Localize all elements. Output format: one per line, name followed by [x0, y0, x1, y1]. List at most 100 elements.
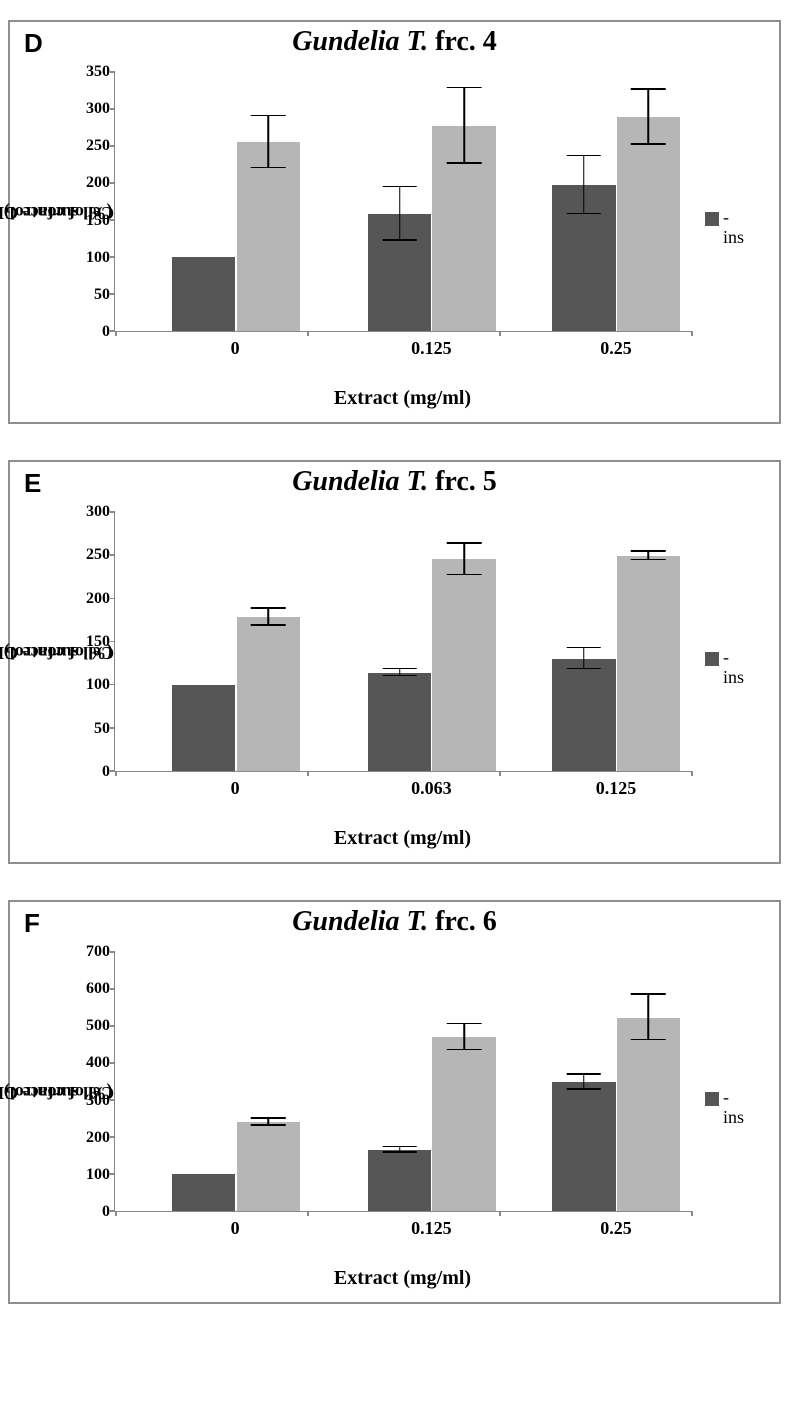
error-cap [447, 1023, 482, 1025]
error-bar [463, 88, 465, 163]
y-tick-mark [110, 1062, 115, 1064]
y-tick-mark [110, 988, 115, 990]
error-cap [251, 1124, 286, 1126]
bar [172, 685, 235, 771]
error-cap [251, 1117, 286, 1119]
error-bar [399, 187, 401, 240]
y-tick-mark [110, 293, 115, 295]
y-axis-label: Cell surface GLUT4myc(% of control) [12, 948, 66, 1236]
y-tick-mark [110, 219, 115, 221]
bar [552, 659, 615, 771]
legend-swatch [705, 1092, 719, 1106]
x-category-label: 0.125 [596, 778, 637, 799]
y-tick-mark [110, 1173, 115, 1175]
error-cap [382, 1151, 417, 1153]
bar [432, 1037, 495, 1211]
x-category-label: 0.125 [411, 338, 452, 359]
plot-area-wrap: 050100150200250300 00.0630.125 [114, 508, 691, 796]
error-bar [463, 544, 465, 575]
panel-D: D Gundelia T. frc. 4 Cell surface GLUT4m… [8, 20, 781, 424]
y-tick-mark [110, 641, 115, 643]
x-category-label: 0 [231, 778, 240, 799]
plot-area-E [114, 512, 691, 772]
y-ticks-E: 050100150200250300 [72, 512, 110, 772]
y-tick-label: 250 [72, 137, 110, 155]
y-tick-label: 300 [72, 1092, 110, 1110]
x-category-label: 0 [231, 1218, 240, 1239]
bar [617, 1018, 680, 1212]
bar [237, 142, 300, 331]
error-cap [567, 213, 602, 215]
chart-shell: Cell surface GLUT4myc(% of control) 0501… [18, 68, 771, 412]
legend: -ins [705, 648, 765, 688]
chart-shell: Cell surface GLUT4myc(% of control) 0501… [18, 508, 771, 852]
x-labels-F: 00.1250.25 [114, 1214, 691, 1238]
y-tick-mark [110, 71, 115, 73]
y-ticks-D: 050100150200250300350 [72, 72, 110, 332]
error-cap [382, 186, 417, 188]
error-bar [648, 995, 650, 1041]
panel-title-italic: Gundelia T. [292, 906, 428, 937]
bar [172, 1174, 235, 1211]
error-cap [567, 647, 602, 649]
y-ticks-F: 0100200300400500600700 [72, 952, 110, 1212]
legend-label: -ins [723, 648, 744, 688]
x-labels-E: 0 0.063 0.125 [114, 774, 691, 798]
y-tick-label: 400 [72, 1054, 110, 1072]
y-tick-label: 350 [72, 63, 110, 81]
legend-swatch [705, 212, 719, 226]
y-tick-label: 500 [72, 1017, 110, 1035]
panel-F: F Gundelia T. frc. 6 Cell surface GLUT4m… [8, 900, 781, 1304]
error-cap [251, 115, 286, 117]
x-category-label: 0.063 [411, 778, 452, 799]
x-axis-title: Extract (mg/ml) [114, 387, 691, 410]
error-cap [447, 574, 482, 576]
bar [617, 117, 680, 331]
y-tick-mark [110, 1025, 115, 1027]
error-cap [567, 668, 602, 670]
y-tick-label: 700 [72, 943, 110, 961]
y-tick-label: 100 [72, 1166, 110, 1184]
panel-title-rest: frc. 6 [428, 906, 497, 937]
bar [237, 1122, 300, 1211]
y-tick-mark [110, 145, 115, 147]
error-cap [631, 559, 666, 561]
y-tick-mark [110, 1099, 115, 1101]
error-cap [447, 1049, 482, 1051]
y-tick-label: 250 [72, 546, 110, 564]
y-axis-label-text: Cell surface GLUT4myc(% of control) [11, 558, 68, 746]
y-tick-label: 300 [72, 503, 110, 521]
y-axis-label-text: Cell surface GLUT4myc(% of control) [11, 118, 68, 306]
error-cap [447, 162, 482, 164]
plot-area-F [114, 952, 691, 1212]
x-labels-D: 00.1250.25 [114, 334, 691, 358]
y-tick-mark [110, 684, 115, 686]
error-bar [583, 648, 585, 669]
y-tick-mark [110, 598, 115, 600]
panel-title-rest: frc. 5 [428, 466, 497, 497]
y-tick-label: 100 [72, 249, 110, 267]
bar [172, 257, 235, 331]
x-axis-title: Extract (mg/ml) [114, 827, 691, 850]
x-tick-mark [691, 331, 693, 336]
error-cap [382, 239, 417, 241]
y-tick-mark [110, 951, 115, 953]
y-tick-label: 0 [72, 1203, 110, 1221]
bars-layer-F [115, 952, 691, 1211]
y-tick-label: 0 [72, 763, 110, 781]
error-cap [447, 542, 482, 544]
y-axis-label-text: Cell surface GLUT4myc(% of control) [11, 998, 68, 1186]
panel-title: Gundelia T. frc. 6 [10, 906, 779, 938]
x-category-label: 0.25 [600, 1218, 632, 1239]
y-tick-label: 50 [72, 720, 110, 738]
error-cap [631, 993, 666, 995]
bar [368, 1150, 431, 1211]
error-cap [567, 1088, 602, 1090]
panel-title-italic: Gundelia T. [292, 26, 428, 57]
y-tick-mark [110, 108, 115, 110]
y-tick-mark [110, 182, 115, 184]
panel-title-rest: frc. 4 [428, 26, 497, 57]
plot-area-wrap: 050100150200250300350 00.1250.25 [114, 68, 691, 356]
y-tick-label: 50 [72, 286, 110, 304]
error-cap [631, 143, 666, 145]
